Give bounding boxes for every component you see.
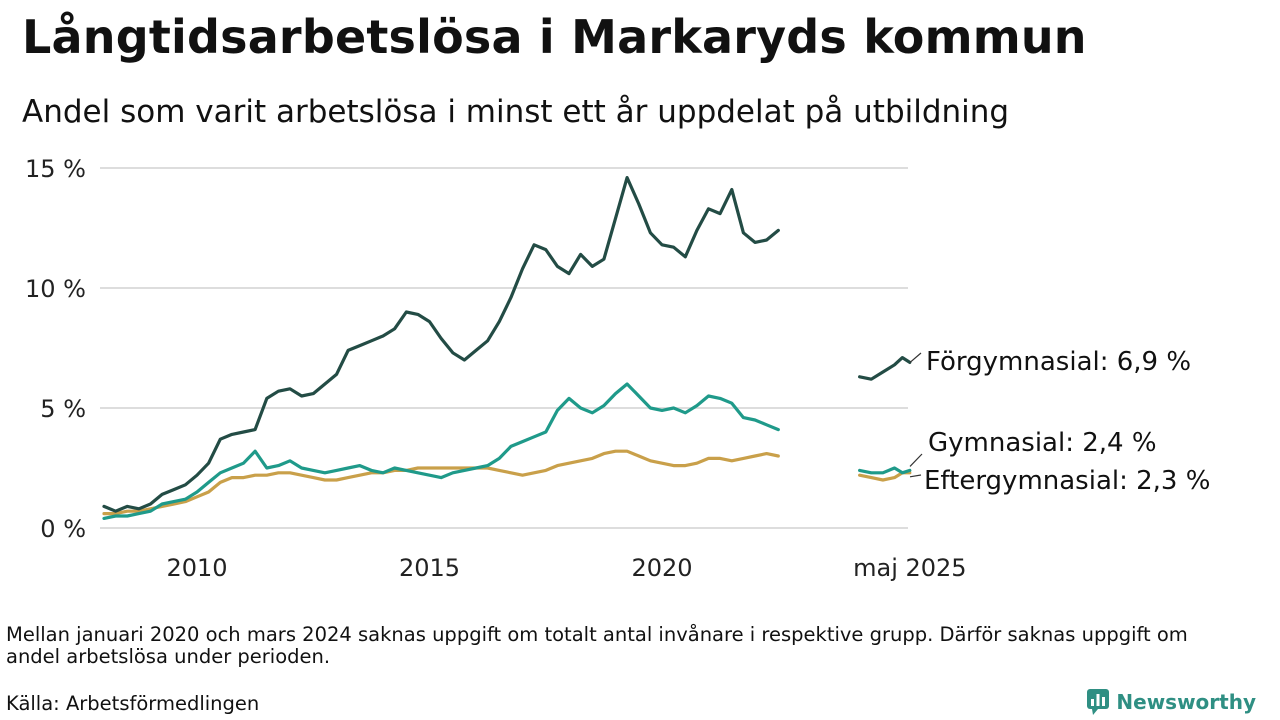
chart-subtitle: Andel som varit arbetslösa i minst ett å… — [22, 94, 1010, 130]
series-label: Förgymnasial: 6,9 % — [926, 347, 1191, 377]
footnote: Mellan januari 2020 och mars 2024 saknas… — [6, 623, 1188, 668]
series-line — [102, 449, 780, 516]
line-chart: 0 % 5 % 10 % 15 % 2010 2015 2020 maj 2025 Förg… — [25, 155, 1210, 582]
x-tick-label: maj 2025 — [853, 554, 966, 582]
series-line — [102, 382, 780, 520]
y-tick-label: 10 % — [25, 275, 86, 303]
gridlines — [100, 167, 908, 529]
label-connector — [909, 453, 923, 467]
label-connector — [909, 352, 922, 363]
x-tick-label: 2020 — [631, 554, 692, 582]
series-label: Eftergymnasial: 2,3 % — [924, 466, 1210, 496]
chart-title: Långtidsarbetslösa i Markaryds kommun — [22, 10, 1087, 64]
y-tick-label: 15 % — [25, 155, 86, 183]
x-tick-label: 2015 — [399, 554, 460, 582]
y-axis: 0 % 5 % 10 % 15 % — [25, 155, 86, 543]
chat-chart-icon — [1087, 689, 1110, 715]
brand-name: Newsworthy — [1116, 690, 1256, 714]
series-line — [102, 176, 780, 513]
y-tick-label: 0 % — [40, 515, 86, 543]
newsworthy-logo: Newsworthy — [1086, 688, 1256, 716]
series-lines — [102, 176, 912, 520]
source-note: Källa: Arbetsförmedlingen — [6, 692, 260, 715]
series-line — [858, 356, 912, 381]
label-connector — [909, 474, 922, 478]
series-line — [858, 466, 912, 475]
x-tick-label: 2010 — [166, 554, 227, 582]
series-label: Gymnasial: 2,4 % — [928, 428, 1157, 458]
y-tick-label: 5 % — [40, 395, 86, 423]
series-labels: Förgymnasial: 6,9 % Gymnasial: 2,4 % Efter… — [909, 347, 1210, 496]
x-axis: 2010 2015 2020 maj 2025 — [166, 554, 966, 582]
